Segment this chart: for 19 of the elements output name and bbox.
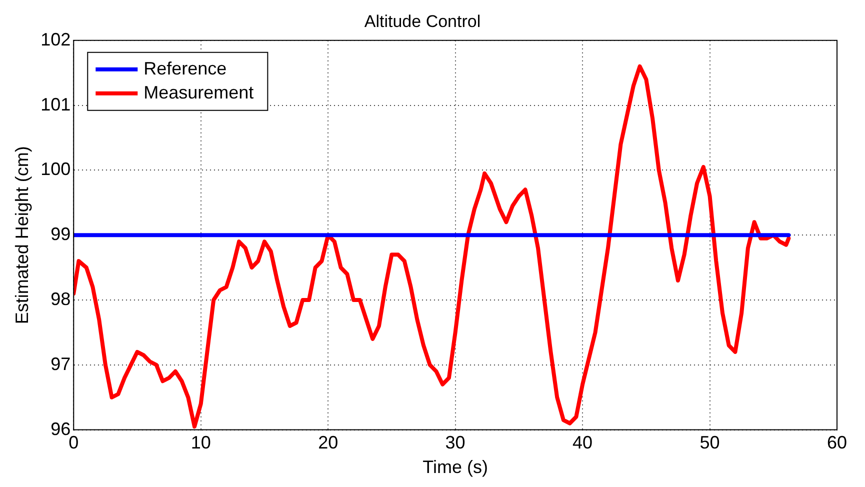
y-tick-label: 101: [40, 94, 71, 114]
chart-title: Altitude Control: [364, 12, 481, 31]
x-tick-label: 50: [700, 432, 720, 453]
y-tick-label: 100: [40, 159, 71, 180]
y-tick-label: 102: [40, 29, 71, 50]
legend-label: Measurement: [144, 82, 254, 102]
x-tick-label: 60: [826, 432, 848, 453]
x-tick-label: 0: [68, 432, 79, 453]
y-tick-label: 99: [50, 224, 71, 244]
legend-label: Reference: [144, 58, 227, 78]
y-tick-label: 98: [50, 288, 71, 309]
x-tick-label: 20: [318, 432, 338, 453]
x-tick-label: 40: [572, 432, 593, 453]
x-axis-title: Time (s): [422, 457, 488, 478]
x-tick-label: 10: [190, 432, 211, 453]
y-tick-label: 96: [50, 418, 71, 439]
y-tick-label: 97: [50, 354, 71, 374]
y-axis-title: Estimated Height (cm): [12, 146, 32, 324]
x-tick-label: 30: [445, 432, 466, 453]
